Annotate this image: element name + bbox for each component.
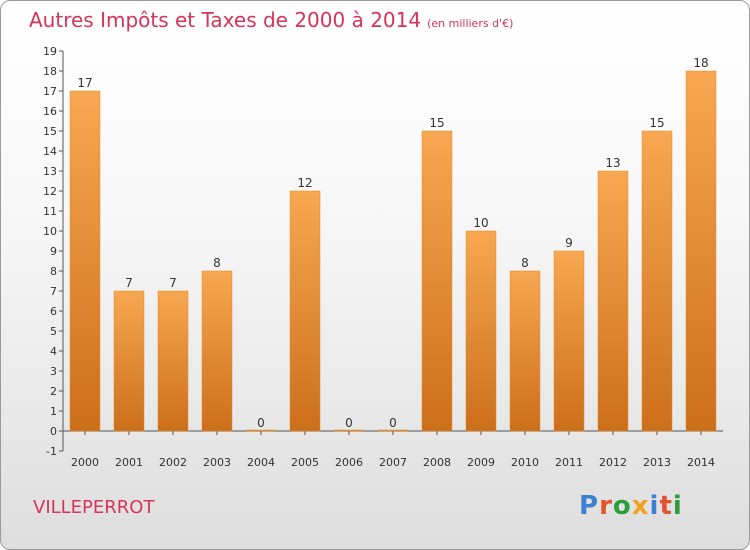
chart-bars (69, 70, 717, 432)
y-tick-label: 4 (50, 345, 57, 358)
x-tick-label: 2002 (159, 456, 187, 469)
y-tick-label: 16 (43, 105, 57, 118)
bar-value-label: 12 (297, 176, 312, 190)
x-tick-label: 2011 (555, 456, 583, 469)
x-tick-label: 2000 (71, 456, 99, 469)
x-tick-label: 2001 (115, 456, 143, 469)
bar-value-label: 7 (169, 276, 177, 290)
bar (509, 270, 541, 432)
y-tick-label: 10 (43, 225, 57, 238)
bar (465, 230, 497, 432)
y-tick-label: 12 (43, 185, 57, 198)
chart-title-text: Autres Impôts et Taxes de 2000 à 2014 (29, 8, 422, 32)
bar (597, 170, 629, 432)
bar-value-label: 13 (605, 156, 620, 170)
bar-value-label: 10 (473, 216, 488, 230)
bar-value-label: 8 (521, 256, 529, 270)
x-tick-label: 2008 (423, 456, 451, 469)
x-tick-label: 2013 (643, 456, 671, 469)
chart-unit: (en milliers d'€) (427, 17, 514, 30)
y-tick-label: 19 (43, 45, 57, 58)
y-tick-label: 0 (50, 425, 57, 438)
logo-letter: i (649, 491, 660, 521)
y-tick-label: 7 (50, 285, 57, 298)
bar (553, 250, 585, 432)
bar (421, 130, 453, 432)
bar (113, 290, 145, 432)
y-tick-label: 17 (43, 85, 57, 98)
y-tick-label: 2 (50, 385, 57, 398)
bar-value-label: 8 (213, 256, 221, 270)
bar (685, 70, 717, 432)
bar-value-label: 15 (429, 116, 444, 130)
y-tick-label: 6 (50, 305, 57, 318)
bar (289, 190, 321, 432)
x-tick-label: 2004 (247, 456, 275, 469)
y-tick-label: 8 (50, 265, 57, 278)
x-tick-label: 2010 (511, 456, 539, 469)
y-tick-label: 14 (43, 145, 57, 158)
logo-letter: P (579, 491, 600, 521)
bar (201, 270, 233, 432)
chart-value-labels: 17 7 7 8 0 12 0 0 15 10 8 9 13 15 18 (77, 56, 708, 430)
x-tick-label: 2007 (379, 456, 407, 469)
logo-letter: o (612, 491, 632, 521)
y-tick-label: 1 (50, 405, 57, 418)
bar (157, 290, 189, 432)
bar-value-label: 0 (345, 416, 353, 430)
logo-letter: i (672, 491, 683, 521)
bar (69, 90, 101, 432)
y-tick-label: 15 (43, 125, 57, 138)
bar-value-label: 15 (649, 116, 664, 130)
y-tick-label: 3 (50, 365, 57, 378)
bar (245, 429, 277, 432)
y-tick-label: 13 (43, 165, 57, 178)
x-tick-label: 2003 (203, 456, 231, 469)
proxiti-logo: Proxiti (579, 491, 683, 521)
bar (333, 429, 365, 432)
bar-value-label: 17 (77, 76, 92, 90)
bar (641, 130, 673, 432)
x-tick-label: 2012 (599, 456, 627, 469)
x-tick-label: 2009 (467, 456, 495, 469)
y-tick-label: -1 (46, 445, 57, 458)
y-tick-label: 9 (50, 245, 57, 258)
bar-value-label: 7 (125, 276, 133, 290)
x-tick-label: 2005 (291, 456, 319, 469)
bar-value-label: 0 (257, 416, 265, 430)
logo-letter: x (631, 491, 650, 521)
commune-name: VILLEPERROT (33, 497, 155, 518)
y-tick-label: 11 (43, 205, 57, 218)
logo-letter: r (599, 491, 613, 521)
bar-value-label: 9 (565, 236, 573, 250)
y-tick-label: 18 (43, 65, 57, 78)
chart-title: Autres Impôts et Taxes de 2000 à 2014 (en… (29, 8, 513, 32)
bar-value-label: 18 (693, 56, 708, 70)
bar-value-label: 0 (389, 416, 397, 430)
x-tick-label: 2006 (335, 456, 363, 469)
logo-letter: t (659, 491, 673, 521)
y-tick-label: 5 (50, 325, 57, 338)
bar (377, 429, 409, 432)
x-tick-label: 2014 (687, 456, 715, 469)
